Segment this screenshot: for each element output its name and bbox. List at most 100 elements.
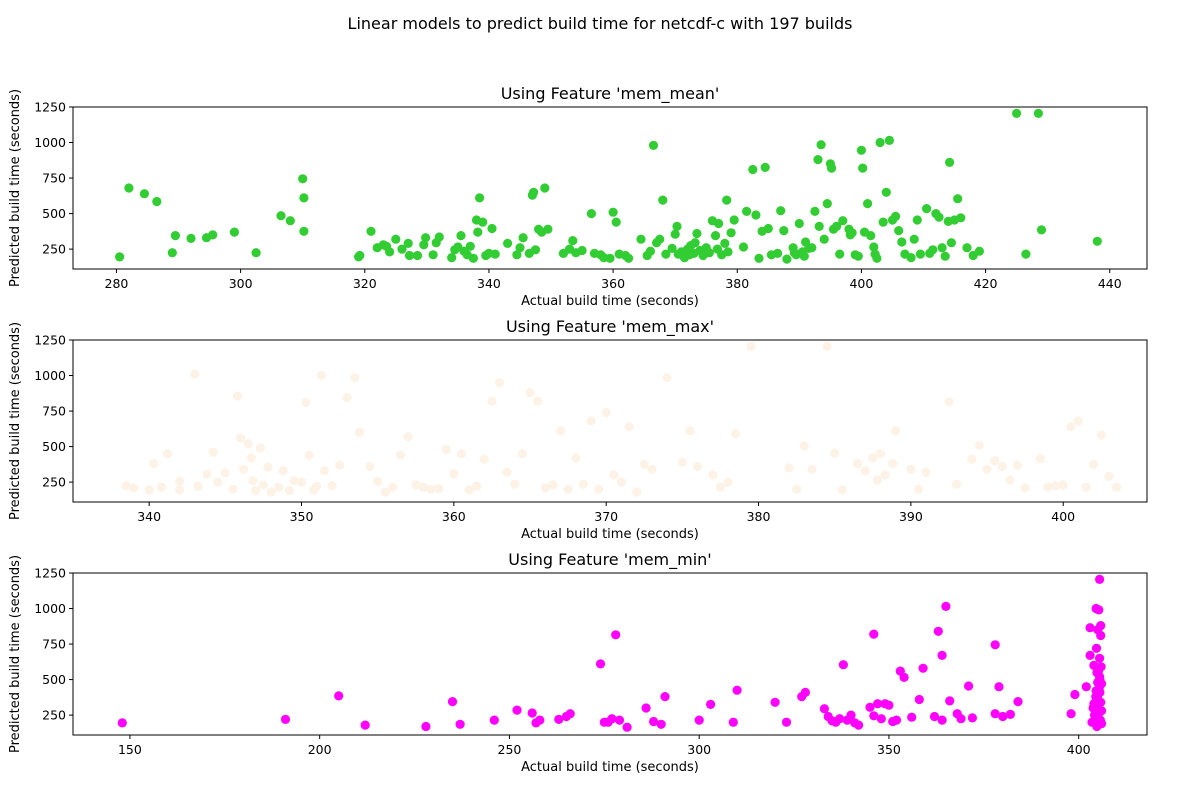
scatter-point: [608, 207, 618, 217]
scatter-point: [468, 253, 478, 263]
scatter-point: [690, 238, 700, 248]
scatter-point: [819, 234, 829, 244]
scatter-point: [1066, 709, 1076, 719]
scatter-point: [563, 484, 573, 494]
scatter-point: [873, 699, 883, 709]
scatter-point: [229, 227, 239, 237]
scatter-point: [838, 216, 848, 226]
scatter-point: [782, 254, 792, 264]
scatter-point: [299, 193, 309, 203]
scatter-point: [912, 215, 922, 225]
scatter-point: [1012, 108, 1022, 118]
scatter-point: [595, 659, 606, 669]
scatter-point: [248, 476, 258, 486]
x-axis-label: Actual build time (seconds): [521, 527, 699, 542]
scatter-point: [360, 720, 370, 730]
scatter-point: [319, 466, 329, 476]
scatter-point: [565, 709, 575, 719]
scatter-point: [816, 140, 826, 150]
scatter-point: [1081, 682, 1091, 692]
scatter-point: [418, 482, 428, 492]
scatter-point: [706, 699, 716, 710]
scatter-point: [677, 457, 688, 467]
scatter-point: [266, 487, 276, 497]
scatter-point: [611, 217, 621, 227]
scatter-point: [937, 243, 947, 253]
scatter-point: [974, 246, 985, 256]
scatter-point: [694, 715, 704, 725]
scatter-point: [720, 238, 730, 248]
scatter-point: [746, 341, 756, 351]
scatter-point: [144, 485, 154, 495]
scatter-point: [334, 691, 344, 701]
scatter-point: [827, 163, 837, 173]
scatter-point: [641, 703, 651, 713]
scatter-points: [121, 341, 1122, 497]
x-tick-label: 320: [353, 276, 377, 291]
scatter-point: [928, 245, 938, 255]
scatter-point: [732, 685, 742, 695]
scatter-point: [276, 211, 286, 221]
scatter-point: [149, 459, 159, 469]
y-tick-label: 500: [42, 672, 66, 687]
scatter-point: [1051, 481, 1061, 491]
scatter-point: [426, 484, 436, 494]
scatter-point: [982, 464, 992, 474]
scatter-point: [799, 441, 809, 451]
scatter-point: [472, 481, 482, 491]
scatter-point: [289, 476, 299, 486]
scatter-point: [891, 426, 901, 436]
scatter-point: [502, 467, 512, 477]
scatter-point: [385, 247, 395, 257]
x-axis: 340 350 360 370 380 390 400: [137, 502, 1075, 524]
scatter-point: [255, 443, 265, 453]
panel-title: Using Feature 'mem_max': [506, 317, 714, 337]
x-tick-label: 340: [137, 509, 161, 524]
scatter-point: [156, 482, 166, 492]
scatter-point: [512, 705, 522, 715]
scatter-point: [819, 704, 830, 714]
x-tick-label: 400: [1067, 742, 1091, 757]
y-tick-label: 750: [42, 404, 66, 419]
scatter-point: [865, 702, 875, 712]
scatter-point: [728, 717, 738, 727]
scatter-point: [571, 453, 581, 463]
y-tick-label: 500: [42, 439, 66, 454]
scatter-point: [847, 228, 857, 238]
scatter-point: [830, 448, 840, 458]
scatter-point: [1043, 482, 1053, 492]
scatter-point: [594, 484, 604, 494]
scatter-point: [490, 249, 500, 259]
scatter-point: [447, 697, 458, 707]
scatter-point: [1093, 694, 1103, 705]
scatter-point: [1095, 653, 1105, 663]
scatter-point: [449, 469, 459, 479]
scatter-point: [540, 183, 550, 193]
scatter-point: [693, 461, 703, 472]
scatter-point: [139, 189, 149, 199]
x-tick-label: 350: [290, 509, 314, 524]
x-tick-label: 380: [747, 509, 771, 524]
scatter-point: [421, 721, 431, 732]
scatter-point: [953, 194, 963, 204]
y-tick-label: 1000: [34, 368, 66, 383]
scatter-point: [1012, 460, 1023, 470]
scatter-point: [366, 226, 376, 236]
scatter-point: [915, 249, 926, 259]
scatter-point: [853, 459, 863, 469]
scatter-point: [997, 461, 1007, 472]
scatter-point: [670, 229, 680, 239]
x-tick-label: 400: [849, 276, 873, 291]
scatter-point: [298, 174, 308, 184]
scatter-point: [115, 252, 125, 262]
scatter-point: [1081, 482, 1091, 492]
scatter-point: [876, 714, 886, 724]
scatter-point: [335, 460, 345, 470]
scatter-point: [856, 145, 867, 155]
scatter-point: [175, 476, 185, 486]
scatter-point: [941, 601, 951, 612]
scatter-point: [945, 157, 955, 167]
scatter-point: [487, 396, 497, 406]
scatter-point: [708, 470, 718, 480]
